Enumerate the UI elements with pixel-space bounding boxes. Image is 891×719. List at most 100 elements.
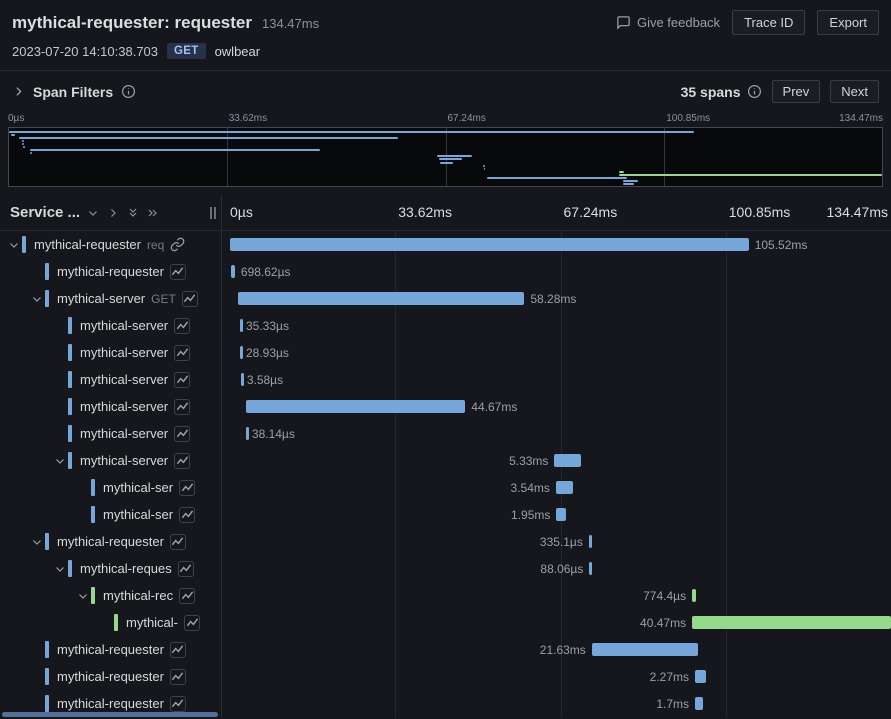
span-row[interactable]: mythical-server 38.14µs	[0, 420, 891, 447]
span-duration-bar[interactable]	[231, 265, 235, 278]
timeline-gridlines	[230, 231, 891, 718]
span-row[interactable]: mythical-requester req 105.52ms	[0, 231, 891, 258]
collapse-chevron-icon[interactable]	[77, 590, 91, 602]
info-icon[interactable]	[121, 84, 136, 99]
next-span-button[interactable]: Next	[830, 80, 879, 103]
span-row[interactable]: mythical-server 35.33µs	[0, 312, 891, 339]
horizontal-scrollbar-thumb[interactable]	[2, 712, 218, 717]
span-timeline-cell: 105.52ms	[222, 231, 891, 258]
collapse-chevron-icon[interactable]	[31, 293, 45, 305]
span-row[interactable]: mythical-requester 335.1µs	[0, 528, 891, 555]
span-duration-label: 21.63ms	[539, 643, 586, 657]
trace-minimap[interactable]	[8, 127, 883, 187]
double-chevron-down-icon[interactable]	[127, 207, 139, 219]
axis-tick-label: 67.24ms	[563, 204, 618, 220]
prev-span-button[interactable]: Prev	[771, 80, 821, 103]
chart-icon[interactable]	[174, 317, 191, 334]
span-timeline-cell: 774.4µs	[222, 582, 891, 609]
span-row[interactable]: mythical-server 28.93µs	[0, 339, 891, 366]
span-duration-bar[interactable]	[239, 346, 243, 359]
span-duration-bar[interactable]	[237, 292, 525, 305]
span-duration-bar[interactable]	[230, 238, 749, 251]
chevron-down-icon[interactable]	[87, 207, 99, 219]
span-duration-bar[interactable]	[588, 535, 592, 548]
span-service-name: mythical-server	[80, 399, 169, 414]
timeline-axis-header: 0µs 33.62ms 67.24ms 100.85ms 134.47ms	[222, 195, 891, 230]
chart-icon[interactable]	[174, 344, 191, 361]
chart-icon[interactable]	[174, 425, 191, 442]
chart-icon[interactable]	[181, 290, 198, 307]
info-icon[interactable]	[747, 84, 762, 99]
chart-icon[interactable]	[174, 371, 191, 388]
minimap-tick-label: 134.47ms	[839, 113, 883, 124]
span-timeline-cell: 88.06µs	[222, 555, 891, 582]
span-row[interactable]: mythical-server GET 58.28ms	[0, 285, 891, 312]
span-duration-bar[interactable]	[245, 400, 466, 413]
span-row[interactable]: mythical-requester 2.27ms	[0, 663, 891, 690]
span-duration-bar[interactable]	[555, 481, 574, 494]
export-button[interactable]: Export	[817, 10, 879, 35]
minimap-span	[483, 167, 486, 170]
minimap-span	[440, 161, 453, 164]
chart-icon[interactable]	[169, 695, 186, 712]
chart-icon[interactable]	[177, 560, 194, 577]
span-row[interactable]: mythical-server 44.67ms	[0, 393, 891, 420]
collapse-chevron-icon[interactable]	[31, 536, 45, 548]
span-row[interactable]: mythical-server 5.33ms	[0, 447, 891, 474]
span-duration-bar[interactable]	[589, 562, 593, 575]
chart-icon[interactable]	[179, 506, 196, 523]
http-method-badge: GET	[167, 43, 206, 59]
span-row[interactable]: mythical-requester 1.7ms	[0, 690, 891, 717]
span-duration-bar[interactable]	[240, 373, 244, 386]
chart-icon[interactable]	[179, 479, 196, 496]
span-row[interactable]: mythical-requester 21.63ms	[0, 636, 891, 663]
chart-icon[interactable]	[169, 533, 186, 550]
chevron-right-icon[interactable]	[107, 207, 119, 219]
double-chevron-right-icon[interactable]	[147, 207, 159, 219]
span-row[interactable]: mythical-reques 88.06µs	[0, 555, 891, 582]
span-duration-bar[interactable]	[695, 697, 704, 710]
span-duration-bar[interactable]	[591, 643, 699, 656]
span-service-name: mythical-requester	[57, 264, 164, 279]
give-feedback-link[interactable]: Give feedback	[616, 15, 720, 30]
service-color-indicator	[45, 263, 49, 280]
span-row[interactable]: mythical- 40.47ms	[0, 609, 891, 636]
span-duration-bar[interactable]	[245, 427, 249, 440]
span-duration-bar[interactable]	[695, 670, 707, 683]
chart-icon[interactable]	[179, 587, 196, 604]
chart-icon[interactable]	[174, 452, 191, 469]
span-duration-bar[interactable]	[554, 454, 581, 467]
span-row[interactable]: mythical-rec 774.4µs	[0, 582, 891, 609]
span-service-name: mythical-server	[80, 372, 169, 387]
span-filters-toggle[interactable]: Span Filters	[12, 84, 136, 100]
span-service-name: mythical-reques	[80, 561, 172, 576]
trace-id-button[interactable]: Trace ID	[732, 10, 806, 35]
span-tree-cell: mythical-	[0, 609, 222, 636]
span-row[interactable]: mythical-ser 1.95ms	[0, 501, 891, 528]
span-row[interactable]: mythical-ser 3.54ms	[0, 474, 891, 501]
chart-icon[interactable]	[169, 263, 186, 280]
chart-icon[interactable]	[169, 668, 186, 685]
span-timeline-cell: 3.58µs	[222, 366, 891, 393]
chart-icon[interactable]	[174, 398, 191, 415]
collapse-chevron-icon[interactable]	[54, 455, 68, 467]
collapse-chevron-icon[interactable]	[8, 239, 22, 251]
span-row[interactable]: mythical-server 3.58µs	[0, 366, 891, 393]
span-timeline-cell: 58.28ms	[222, 285, 891, 312]
service-color-indicator	[91, 479, 95, 496]
chart-icon[interactable]	[169, 641, 186, 658]
span-duration-bar[interactable]	[692, 589, 696, 602]
span-duration-bar[interactable]	[692, 616, 891, 629]
chart-icon[interactable]	[184, 614, 201, 631]
span-row[interactable]: mythical-requester 698.62µs	[0, 258, 891, 285]
link-icon[interactable]	[170, 237, 185, 252]
span-duration-bar[interactable]	[239, 319, 243, 332]
span-tree-cell: mythical-requester req	[0, 231, 222, 258]
column-resize-handle[interactable]	[210, 207, 216, 219]
span-duration-label: 5.33ms	[509, 454, 549, 468]
span-duration-label: 40.47ms	[640, 616, 687, 630]
minimap-span	[21, 143, 24, 146]
collapse-chevron-icon[interactable]	[54, 563, 68, 575]
span-duration-bar[interactable]	[556, 508, 566, 521]
